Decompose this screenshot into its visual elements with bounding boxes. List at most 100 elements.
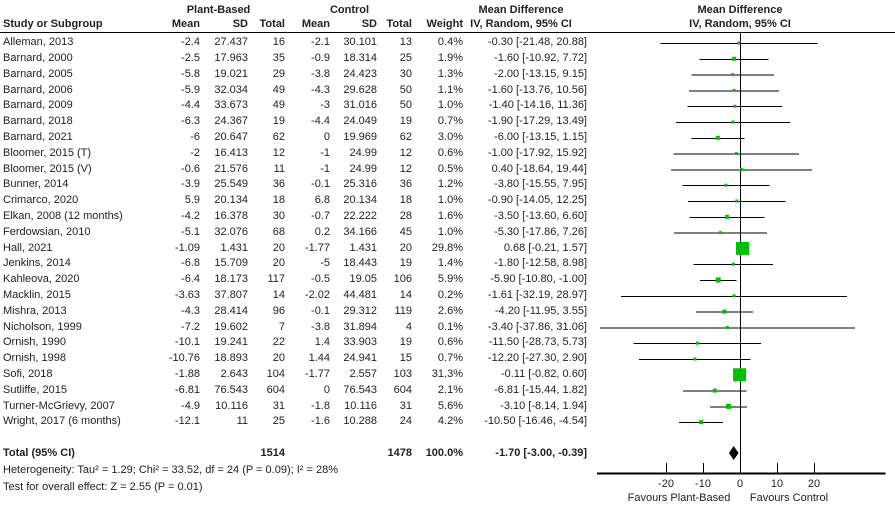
axis-tick-label: -10	[695, 478, 711, 490]
study-label: Barnard, 2006	[3, 83, 73, 96]
plant-total: 19	[272, 115, 285, 128]
control-total: 28	[399, 209, 412, 222]
study-row: Elkan, 2008 (12 months) -4.2 16.378 30 -0.7 2…	[0, 209, 895, 225]
study-label: Hall, 2021	[3, 241, 53, 254]
weight-value: 1.0%	[437, 99, 463, 112]
control-mean: -1.77	[304, 367, 330, 380]
md-ci-text: -10.50 [-16.46, -4.54]	[484, 415, 587, 428]
study-label: Barnard, 2000	[3, 51, 73, 64]
control-mean: -5	[320, 257, 330, 270]
md-ci-text: -1.60 [-13.76, 10.56]	[487, 83, 587, 96]
plant-mean: -4.4	[181, 99, 200, 112]
plant-sd: 21.576	[214, 162, 248, 175]
favours-right-label: Favours Control	[749, 492, 829, 504]
plant-total: 22	[272, 336, 285, 349]
control-total: 31	[399, 399, 412, 412]
plant-mean: -2	[190, 146, 200, 159]
control-mean: 0.2	[314, 225, 330, 238]
study-row: Barnard, 2000 -2.5 17.963 35 -0.9 18.314 25 1.9…	[0, 51, 895, 67]
plant-sd: 32.034	[214, 83, 248, 96]
col-header-plant-sd: SD	[232, 18, 248, 30]
study-row: Bloomer, 2015 (V) -0.6 21.576 11 -1 24.99 12 0.…	[0, 162, 895, 178]
plant-total: 12	[272, 146, 285, 159]
control-total: 19	[399, 257, 412, 270]
control-total: 12	[399, 162, 412, 175]
control-total: 19	[399, 336, 412, 349]
plant-sd: 33.673	[214, 99, 248, 112]
col-header-plant-mean: Mean	[171, 18, 200, 30]
study-row: Jenkins, 2014 -6.8 15.709 20 -5 18.443 19 1.4% -…	[0, 256, 895, 272]
total-diamond	[728, 446, 739, 460]
control-sd: 10.116	[344, 399, 377, 412]
study-label: Barnard, 2018	[3, 115, 73, 128]
plant-mean: 5.9	[184, 194, 200, 207]
plant-total: 30	[272, 209, 285, 222]
control-total: 18	[399, 194, 412, 207]
control-mean: -1.77	[304, 241, 330, 254]
plant-sd: 27.437	[214, 36, 248, 49]
plant-total: 62	[272, 130, 285, 143]
weight-value: 1.0%	[437, 194, 463, 207]
control-mean: -2.1	[311, 36, 330, 49]
weight-value: 31.3%	[431, 367, 463, 380]
md-ci-text: -4.20 [-11.95, 3.55]	[494, 304, 587, 317]
plant-total: 96	[272, 304, 285, 317]
col-header-md-ci: IV, Random, 95% CI	[470, 18, 572, 30]
col-header-study: Study or Subgroup	[3, 18, 103, 30]
plant-mean: -2.4	[181, 36, 200, 49]
md-ci-text: -2.00 [-13.15, 9.15]	[494, 67, 587, 80]
study-label: Sofi, 2018	[3, 367, 53, 380]
study-row: Wright, 2017 (6 months) -12.1 11 25 -1.6 10.2…	[0, 414, 895, 430]
study-row: Mishra, 2013 -4.3 28.414 96 -0.1 29.312 119 2.6…	[0, 304, 895, 320]
plant-mean: -5.8	[181, 67, 200, 80]
weight-value: 2.1%	[437, 383, 463, 396]
study-row: Barnard, 2005 -5.8 19.021 29 -3.8 24.423 30 1.3…	[0, 67, 895, 83]
plant-mean: -5.9	[181, 83, 200, 96]
plant-mean: -6.4	[181, 273, 200, 286]
col-header-control-sd: SD	[361, 18, 377, 30]
plant-sd: 76.543	[214, 383, 248, 396]
plant-mean: -6.3	[181, 115, 200, 128]
heterogeneity-note: Heterogeneity: Tau² = 1.29; Chi² = 33.52…	[3, 464, 338, 476]
plant-total: 49	[272, 83, 285, 96]
plant-sd: 19.602	[214, 320, 248, 333]
md-ci-text: 0.40 [-18.64, 19.44]	[491, 162, 587, 175]
control-sd: 29.628	[343, 83, 377, 96]
control-sd: 33.903	[343, 336, 377, 349]
study-label: Bunner, 2014	[3, 178, 69, 191]
plant-total: 20	[272, 257, 285, 270]
study-label: Turner-McGrievy, 2007	[3, 399, 115, 412]
plant-total: 604	[266, 383, 285, 396]
md-ci-text: -12.20 [-27.30, 2.90]	[487, 352, 587, 365]
control-mean: -1	[320, 146, 330, 159]
control-sd: 30.101	[343, 36, 377, 49]
md-ci-text: -1.90 [-17.29, 13.49]	[487, 115, 587, 128]
axis-tick-label: 10	[771, 478, 783, 490]
control-sd: 31.016	[343, 99, 377, 112]
plant-mean: -5.1	[181, 225, 200, 238]
md-ci-text: -1.40 [-14.16, 11.36]	[488, 99, 587, 112]
control-sd: 29.312	[343, 304, 377, 317]
plant-mean: -10.76	[168, 352, 200, 365]
control-sd: 24.99	[349, 146, 377, 159]
study-row: Bloomer, 2015 (T) -2 16.413 12 -1 24.99 12 0.6%…	[0, 146, 895, 162]
md-ci-text: 0.68 [-0.21, 1.57]	[503, 241, 587, 254]
md-ci-text: -3.50 [-13.60, 6.60]	[494, 209, 587, 222]
control-sd: 22.222	[343, 209, 377, 222]
plant-sd: 1.431	[220, 241, 248, 254]
md-ci-text: -0.11 [-0.82, 0.60]	[500, 367, 587, 380]
control-sd: 24.423	[343, 67, 377, 80]
md-ci-text: -3.40 [-37.86, 31.06]	[487, 320, 587, 333]
plant-mean: -4.2	[181, 209, 200, 222]
md-ci-text: -3.10 [-8.14, 1.94]	[500, 399, 587, 412]
md-ci-text: -1.60 [-10.92, 7.72]	[494, 51, 587, 64]
study-label: Bloomer, 2015 (T)	[3, 146, 92, 159]
control-total: 4	[405, 320, 412, 333]
control-total: 15	[399, 352, 412, 365]
control-mean: -1.8	[311, 399, 330, 412]
group-header-plant-based: Plant-Based	[186, 4, 251, 16]
control-total: 604	[393, 383, 412, 396]
control-total: 50	[399, 83, 412, 96]
study-row: Alleman, 2013 -2.4 27.437 16 -2.1 30.101 13 0.4…	[0, 35, 895, 51]
